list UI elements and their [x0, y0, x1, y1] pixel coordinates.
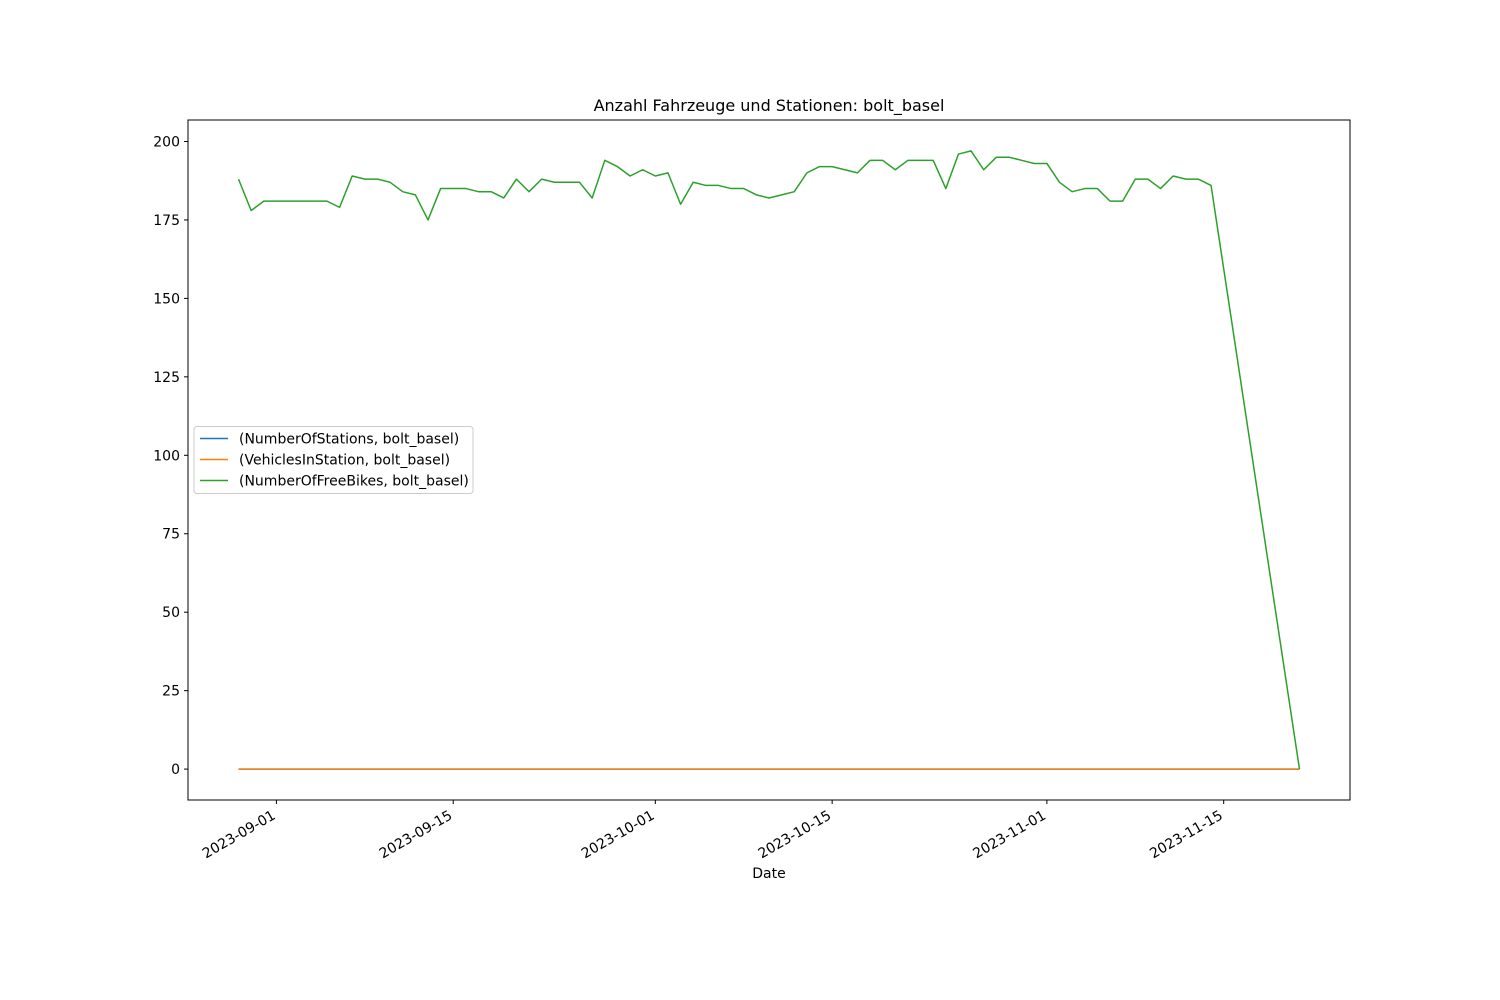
y-tick-label: 0	[171, 762, 180, 778]
legend-label: (VehiclesInStation, bolt_basel)	[239, 453, 450, 469]
legend-label: (NumberOfFreeBikes, bolt_basel)	[239, 474, 469, 490]
y-tick-label: 125	[153, 370, 180, 386]
series-line	[237, 150, 1301, 770]
y-tick-label: 200	[153, 134, 180, 150]
legend-label: (NumberOfStations, bolt_basel)	[239, 432, 459, 448]
y-tick-label: 100	[153, 448, 180, 464]
y-tick-label: 175	[153, 213, 180, 229]
x-axis-label: Date	[752, 866, 785, 882]
chart-title: Anzahl Fahrzeuge und Stationen: bolt_bas…	[594, 96, 945, 116]
y-tick-label: 75	[162, 527, 180, 543]
y-tick-label: 150	[153, 291, 180, 307]
legend: (NumberOfStations, bolt_basel) (VehiclesI…	[193, 426, 474, 494]
legend-box	[193, 426, 474, 494]
y-tick-label: 25	[162, 684, 180, 700]
y-tick-label: 50	[162, 605, 180, 621]
plot-frame	[187, 119, 1351, 801]
